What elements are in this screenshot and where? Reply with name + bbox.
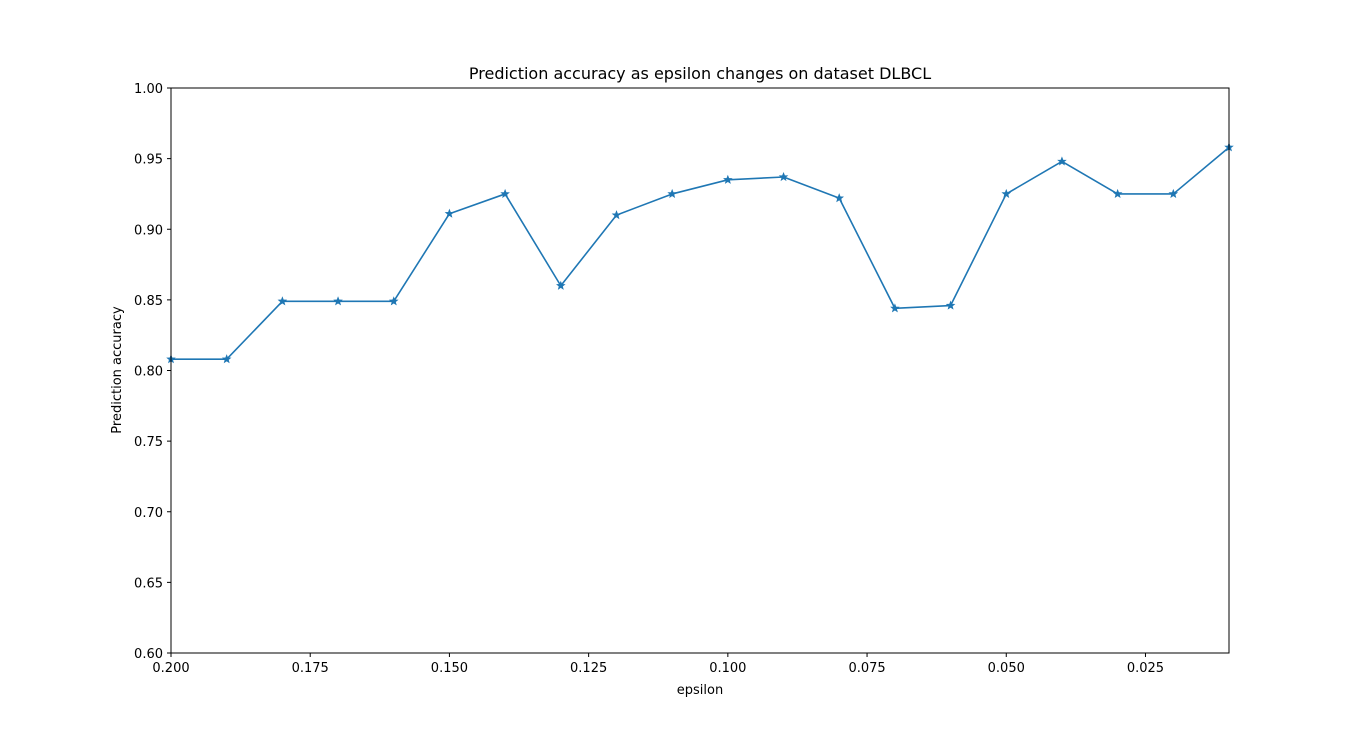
data-point-star [500, 188, 510, 199]
x-tick-label: 0.150 [431, 661, 468, 676]
y-tick-label: 0.70 [134, 506, 163, 521]
data-point-star [611, 210, 622, 220]
x-tick-label: 0.050 [988, 661, 1025, 676]
data-point-star [1168, 188, 1179, 199]
data-point-star [556, 280, 566, 290]
data-point-star [723, 174, 733, 184]
chart-title: Prediction accuracy as epsilon changes o… [469, 64, 931, 83]
data-point-star [444, 208, 455, 218]
x-tick-label: 0.025 [1127, 661, 1164, 676]
data-point-star [667, 188, 677, 199]
x-axis: 0.200 0.175 0.150 0.125 0.100 0.075 0.050 0.025 [152, 653, 1164, 676]
data-point-star [834, 193, 844, 203]
data-point-star [1057, 156, 1067, 166]
data-point-star [1112, 188, 1123, 199]
data-point-star [778, 171, 789, 182]
x-axis-label: epsilon [677, 683, 723, 698]
data-point-star [945, 300, 956, 310]
y-tick-label: 0.90 [134, 223, 163, 238]
plot-area [166, 142, 1234, 364]
series-line [171, 146, 1230, 361]
x-tick-label: 0.125 [570, 661, 607, 676]
y-tick-label: 0.85 [134, 294, 163, 309]
x-tick-label: 0.100 [709, 661, 746, 676]
axes-frame [170, 87, 1230, 654]
x-tick-label: 0.200 [152, 661, 189, 676]
x-tick-label: 0.075 [848, 661, 885, 676]
y-axis-label: Prediction accuracy [110, 306, 125, 434]
y-tick-label: 0.65 [134, 576, 163, 591]
y-tick-label: 1.00 [134, 82, 163, 97]
x-tick-label: 0.175 [292, 661, 329, 676]
data-point-star [277, 296, 288, 306]
data-point-star [333, 296, 343, 306]
data-point-star [1001, 188, 1012, 199]
data-point-star [221, 354, 232, 364]
data-point-star [388, 296, 399, 306]
y-tick-label: 0.60 [134, 647, 163, 662]
y-tick-label: 0.80 [134, 365, 163, 380]
y-axis: 0.60 0.65 0.70 0.75 0.80 0.85 0.90 0.95 1.00 [134, 82, 171, 662]
y-tick-label: 0.75 [134, 435, 163, 450]
data-point-star [890, 303, 900, 313]
y-tick-label: 0.95 [134, 153, 163, 168]
